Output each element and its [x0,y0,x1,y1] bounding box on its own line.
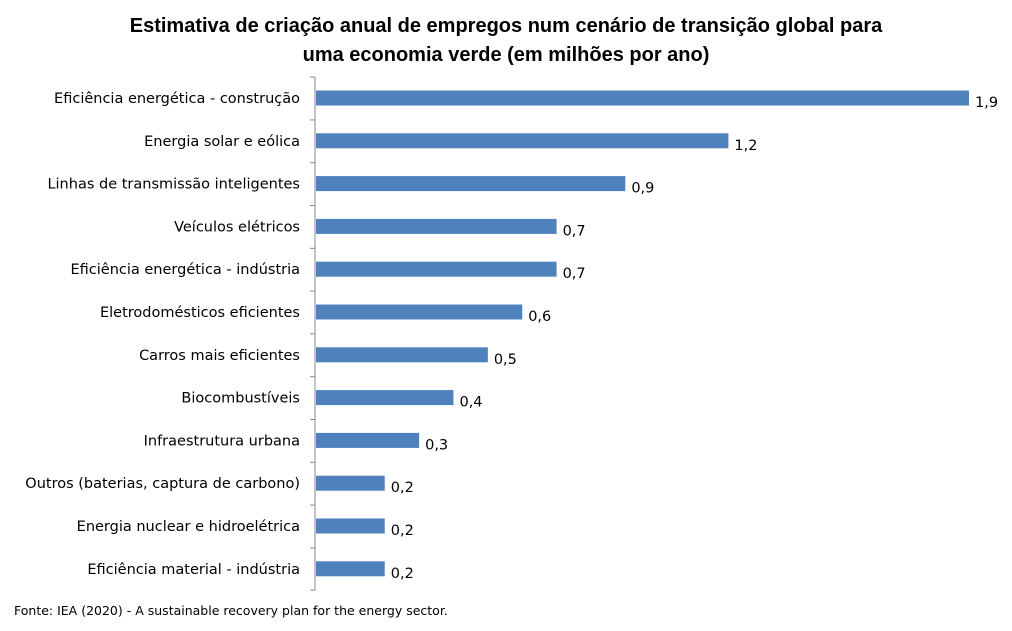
data-label: 0,2 [391,523,414,539]
data-label: 0,5 [494,352,517,368]
chart-title: Estimativa de criação anual de empregos … [0,12,1012,70]
bar [316,176,626,192]
category-label: Eletrodomésticos eficientes [100,305,300,321]
data-label: 0,9 [631,181,654,197]
data-label: 1,9 [975,95,998,111]
category-label: Linhas de transmissão inteligentes [47,177,300,193]
category-label: Eficiência energética - construção [54,91,300,107]
bar [316,561,385,577]
bar [316,518,385,534]
data-label: 0,2 [391,480,414,496]
category-label: Eficiência material - indústria [87,562,300,578]
data-label: 0,7 [563,266,586,282]
category-label: Veículos elétricos [174,219,300,235]
bar [316,218,557,234]
category-label: Infraestrutura urbana [144,433,300,449]
data-label: 0,3 [425,437,448,453]
category-label: Carros mais eficientes [139,348,300,364]
data-label: 0,6 [528,309,551,325]
bar [316,90,969,106]
bar [316,432,420,448]
category-label: Outros (baterias, captura de carbono) [25,476,300,492]
bar [316,133,729,149]
chart-title-line-1: Estimativa de criação anual de empregos … [129,15,883,37]
data-label: 0,2 [391,566,414,582]
bar [316,475,385,491]
bar [316,347,488,363]
data-label: 0,7 [563,223,586,239]
category-label: Biocombustíveis [181,391,300,407]
source-note: Fonte: IEA (2020) - A sustainable recove… [14,603,448,618]
data-label: 1,2 [734,138,757,154]
category-label: Energia nuclear e hidroelétrica [77,519,300,535]
category-label: Eficiência energética - indústria [70,262,300,278]
chart-title-line-2: uma economia verde (em milhões por ano) [302,44,710,66]
bar [316,390,454,406]
data-label: 0,4 [459,395,482,411]
bar [316,261,557,277]
bar [316,304,523,320]
category-label: Energia solar e eólica [144,134,300,150]
